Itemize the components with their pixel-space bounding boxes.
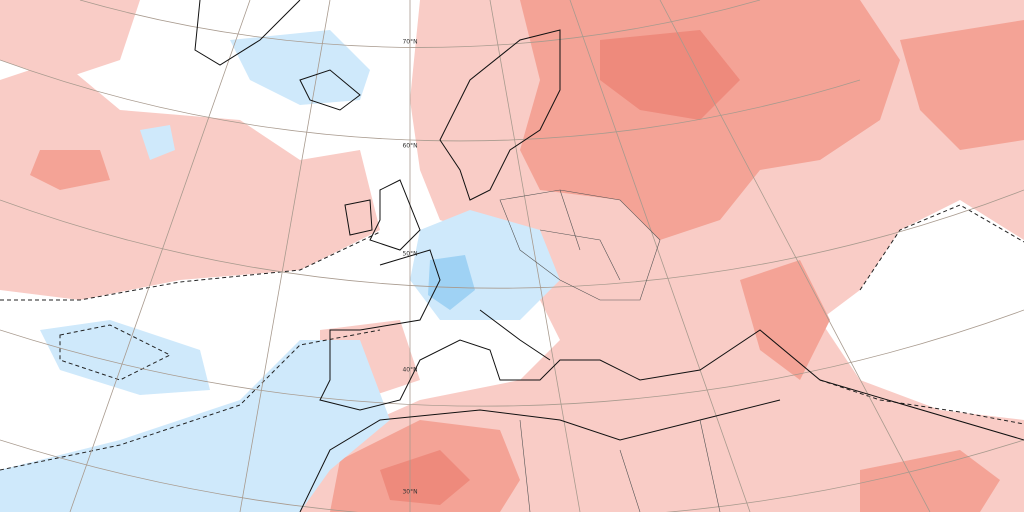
lat-label: 40°N (402, 367, 417, 374)
borders (499, 189, 721, 512)
cold-anomaly-light (0, 30, 560, 512)
cold-anomaly-mid (428, 255, 475, 310)
lat-label: 30°N (402, 489, 417, 496)
dashed-contours (0, 204, 1024, 471)
lat-label: 60°N (402, 143, 417, 150)
coastlines (194, 0, 1024, 512)
warm-anomaly-dark (380, 30, 740, 505)
lat-label: 70°N (402, 39, 417, 46)
latitude-labels: 70°N 60°N 50°N 40°N 30°N (402, 39, 417, 496)
lat-label: 50°N (402, 251, 417, 258)
